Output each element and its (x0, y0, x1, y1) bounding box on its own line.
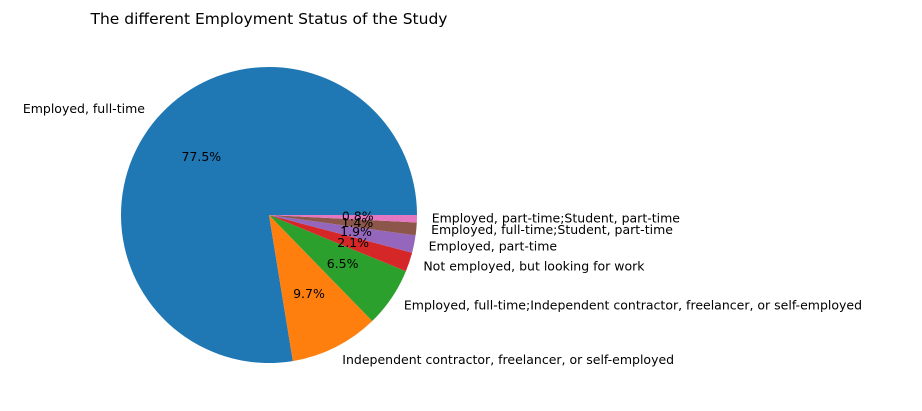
slice-label: Not employed, but looking for work (423, 258, 645, 273)
percent-label: 1.4% (342, 215, 374, 230)
percent-label: 77.5% (181, 149, 221, 164)
percent-label: 0.8% (342, 209, 374, 224)
percent-label: 6.5% (327, 256, 359, 271)
slice-label: Independent contractor, freelancer, or s… (342, 352, 674, 367)
pie-slice (269, 215, 373, 362)
percent-label: 9.7% (293, 286, 325, 301)
percent-labels: 77.5% 9.7%6.5% 2.1%1.9%1.4%0.8% (181, 149, 373, 301)
slice-label: Employed, part-time (429, 239, 558, 254)
pie-slice (269, 215, 413, 272)
pie-slices (121, 67, 417, 363)
slice-label: Employed, full-time;Independent contract… (404, 298, 862, 313)
percent-label: 2.1% (337, 235, 369, 250)
percent-label: 1.9% (340, 224, 372, 239)
chart-title: The different Employment Status of the S… (90, 10, 448, 28)
slice-label: Employed, full-time;Student, part-time (431, 222, 673, 237)
slice-label: Employed, full-time (23, 101, 145, 116)
slice-labels: Employed, full-time Independent contracto… (23, 101, 862, 367)
pie-slice (269, 215, 416, 253)
pie-slice (269, 215, 417, 236)
pie-slice (269, 215, 406, 322)
slice-label: Employed, part-time;Student, part-time (432, 211, 681, 226)
pie-slice (269, 215, 417, 223)
